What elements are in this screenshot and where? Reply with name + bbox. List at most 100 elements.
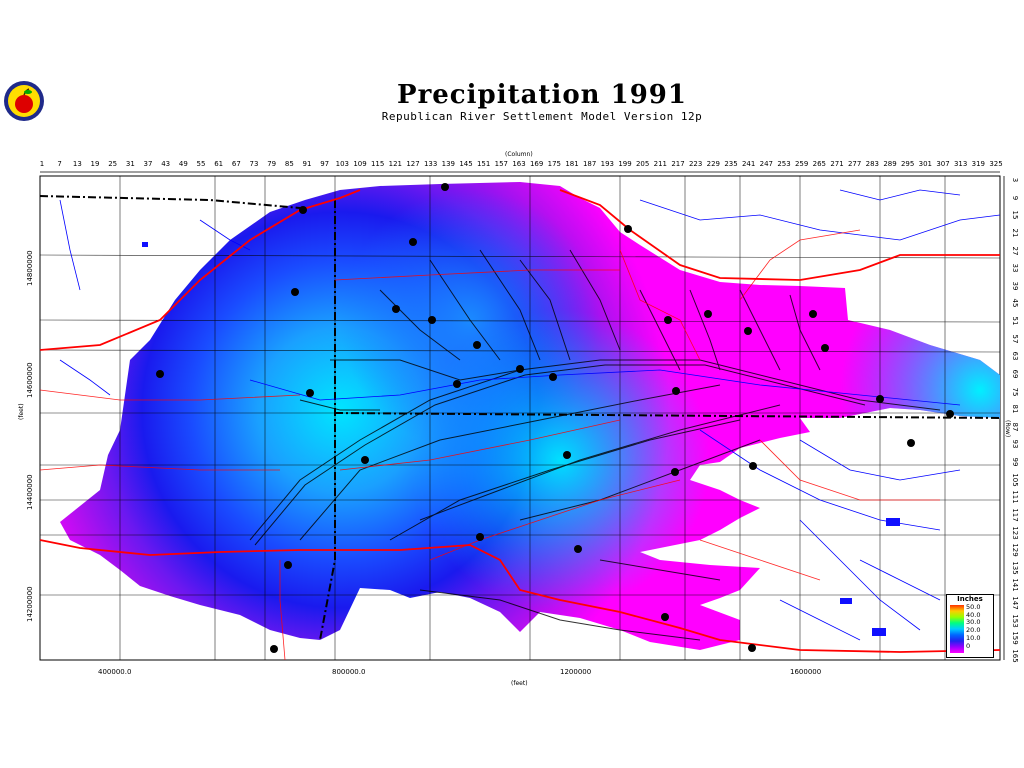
precipitation-legend: Inches 50.0 40.0 30.0 20.0 10.0 0 (946, 594, 994, 658)
row-tick-117: 117 (1011, 508, 1019, 522)
column-tick-91: 91 (302, 160, 312, 168)
legend-color-ramp (950, 605, 964, 653)
x-tick-800000: 800000.0 (332, 668, 366, 676)
column-tick-61: 61 (214, 160, 224, 168)
row-tick-51: 51 (1011, 316, 1019, 326)
logo-apple-seal-icon (4, 81, 44, 121)
column-tick-139: 139 (441, 160, 456, 168)
column-tick-241: 241 (741, 160, 756, 168)
row-tick-87: 87 (1011, 422, 1019, 432)
column-tick-217: 217 (671, 160, 685, 168)
column-tick-163: 163 (512, 160, 526, 168)
x-tick-400000: 400000.0 (98, 668, 132, 676)
column-tick-283: 283 (865, 160, 880, 168)
column-tick-55: 55 (196, 160, 206, 168)
column-tick-7: 7 (57, 160, 62, 168)
column-tick-79: 79 (267, 160, 277, 168)
column-tick-193: 193 (600, 160, 615, 168)
column-tick-169: 169 (529, 160, 544, 168)
column-axis-label: (Column) (505, 151, 533, 158)
row-tick-27: 27 (1011, 246, 1019, 255)
column-tick-19: 19 (90, 160, 100, 168)
column-tick-223: 223 (688, 160, 703, 168)
column-tick-67: 67 (231, 160, 241, 168)
x-tick-1200000: 1200000 (560, 668, 592, 676)
column-tick-25: 25 (108, 160, 118, 168)
column-tick-319: 319 (971, 160, 986, 168)
column-tick-235: 235 (724, 160, 738, 168)
y-tick-14400000: 14400000 (26, 474, 34, 510)
column-tick-205: 205 (635, 160, 650, 168)
column-tick-175: 175 (547, 160, 562, 168)
row-tick-135: 135 (1011, 561, 1019, 575)
x-tick-1600000: 1600000 (790, 668, 822, 676)
map-title: Precipitation 1991 (397, 80, 687, 110)
column-tick-103: 103 (335, 160, 350, 168)
row-tick-63: 63 (1011, 351, 1019, 361)
column-tick-37: 37 (143, 160, 153, 168)
column-tick-313: 313 (953, 160, 968, 168)
column-tick-151: 151 (476, 160, 491, 168)
column-tick-277: 277 (847, 160, 862, 168)
y-tick-14800000: 14800000 (26, 250, 34, 286)
legend-title: Inches (957, 595, 983, 603)
legend-label-0: 0 (966, 641, 971, 650)
column-tick-13: 13 (72, 160, 82, 168)
row-tick-39: 39 (1011, 281, 1019, 291)
column-tick-109: 109 (353, 160, 367, 168)
row-tick-9: 9 (1011, 195, 1019, 200)
column-tick-31: 31 (125, 160, 135, 168)
column-tick-247: 247 (759, 160, 774, 168)
row-tick-93: 93 (1011, 439, 1019, 449)
column-tick-211: 211 (653, 160, 668, 168)
column-tick-289: 289 (883, 160, 897, 168)
row-tick-147: 147 (1011, 596, 1019, 610)
column-tick-85: 85 (284, 160, 294, 168)
legend-label-10: 10.0 (966, 633, 981, 642)
legend-labels: 50.0 40.0 30.0 20.0 10.0 0 (966, 603, 981, 650)
column-tick-271: 271 (830, 160, 844, 168)
column-tick-145: 145 (459, 160, 473, 168)
legend-label-40: 40.0 (966, 610, 981, 619)
column-tick-157: 157 (494, 160, 509, 168)
row-tick-33: 33 (1011, 263, 1019, 273)
column-tick-133: 133 (423, 160, 438, 168)
row-tick-75: 75 (1011, 387, 1019, 397)
column-tick-121: 121 (388, 160, 403, 168)
row-tick-165: 165 (1011, 649, 1019, 663)
column-tick-187: 187 (582, 160, 597, 168)
legend-label-50: 50.0 (966, 603, 981, 611)
x-axis-label: (feet) (511, 680, 528, 687)
legend-label-20: 20.0 (966, 626, 981, 635)
row-tick-81: 81 (1011, 404, 1019, 414)
column-tick-253: 253 (777, 160, 791, 168)
column-tick-307: 307 (936, 160, 950, 168)
row-tick-99: 99 (1011, 457, 1019, 467)
y-axis-label: (feet) (18, 403, 25, 420)
row-tick-57: 57 (1011, 334, 1019, 344)
row-tick-159: 159 (1011, 631, 1019, 646)
column-tick-127: 127 (406, 160, 420, 168)
column-tick-301: 301 (918, 160, 933, 168)
row-tick-153: 153 (1011, 614, 1019, 628)
column-tick-325: 325 (989, 160, 1003, 168)
row-tick-129: 129 (1011, 543, 1019, 557)
column-tick-199: 199 (618, 160, 632, 168)
column-tick-265: 265 (812, 160, 827, 168)
column-tick-181: 181 (565, 160, 579, 168)
row-tick-15: 15 (1011, 210, 1019, 220)
row-tick-141: 141 (1011, 578, 1019, 593)
column-tick-115: 115 (370, 160, 385, 168)
row-tick-123: 123 (1011, 525, 1019, 540)
column-tick-1: 1 (39, 160, 45, 168)
column-tick-97: 97 (320, 160, 330, 168)
row-tick-3: 3 (1011, 177, 1019, 183)
legend-label-30: 30.0 (966, 618, 981, 627)
map-subtitle: Republican River Settlement Model Versio… (381, 110, 703, 123)
y-tick-14600000: 14600000 (26, 362, 34, 398)
row-tick-45: 45 (1011, 298, 1019, 308)
column-tick-229: 229 (706, 160, 721, 168)
row-axis-label: (Row) (1004, 420, 1011, 438)
column-tick-295: 295 (900, 160, 915, 168)
